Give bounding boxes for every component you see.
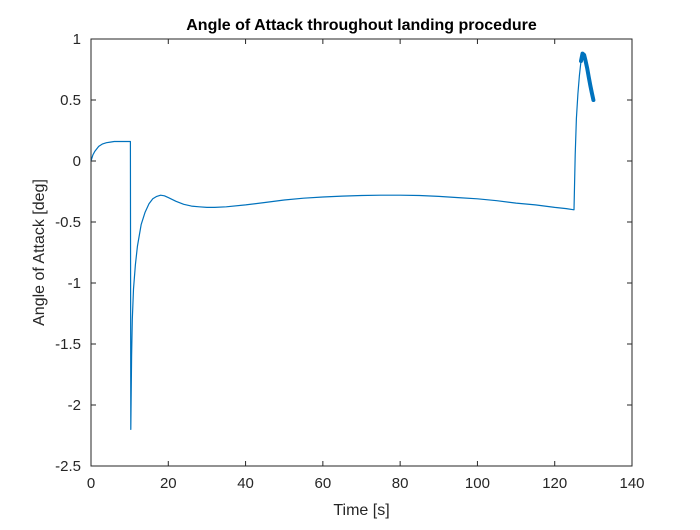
y-tick-label: 1 xyxy=(73,31,81,48)
series-line xyxy=(90,52,594,430)
y-tick-label: 0 xyxy=(73,153,81,170)
x-axis-label: Time [s] xyxy=(333,502,389,519)
x-tick-label: 120 xyxy=(542,475,567,492)
x-tick-label: 40 xyxy=(237,475,254,492)
oscillation-band xyxy=(579,51,596,102)
y-tick-label: -1 xyxy=(68,275,81,292)
x-tick-label: 80 xyxy=(392,475,409,492)
x-tick-label: 20 xyxy=(160,475,177,492)
ticks-layer: 0 20 40 60 80 100 120 140 -2.5 -2 -1.5 -1 -0.5 0 0.5 1 xyxy=(55,31,644,492)
x-tick-label: 0 xyxy=(87,475,95,492)
y-tick-label: -0.5 xyxy=(55,214,81,231)
axes-box xyxy=(90,38,633,467)
y-axis-label: Angle of Attack [deg] xyxy=(31,179,48,326)
y-tick-label: -2.5 xyxy=(55,458,81,475)
x-tick-label: 60 xyxy=(315,475,332,492)
chart-title: Angle of Attack throughout landing proce… xyxy=(186,17,537,34)
y-tick-label: 0.5 xyxy=(60,92,81,109)
x-tick-label: 140 xyxy=(619,475,644,492)
y-tick-label: -1.5 xyxy=(55,336,81,353)
y-tick-label: -2 xyxy=(68,397,81,414)
x-tick-label: 100 xyxy=(465,475,490,492)
data-layer xyxy=(90,51,596,430)
plot-area xyxy=(91,39,632,466)
